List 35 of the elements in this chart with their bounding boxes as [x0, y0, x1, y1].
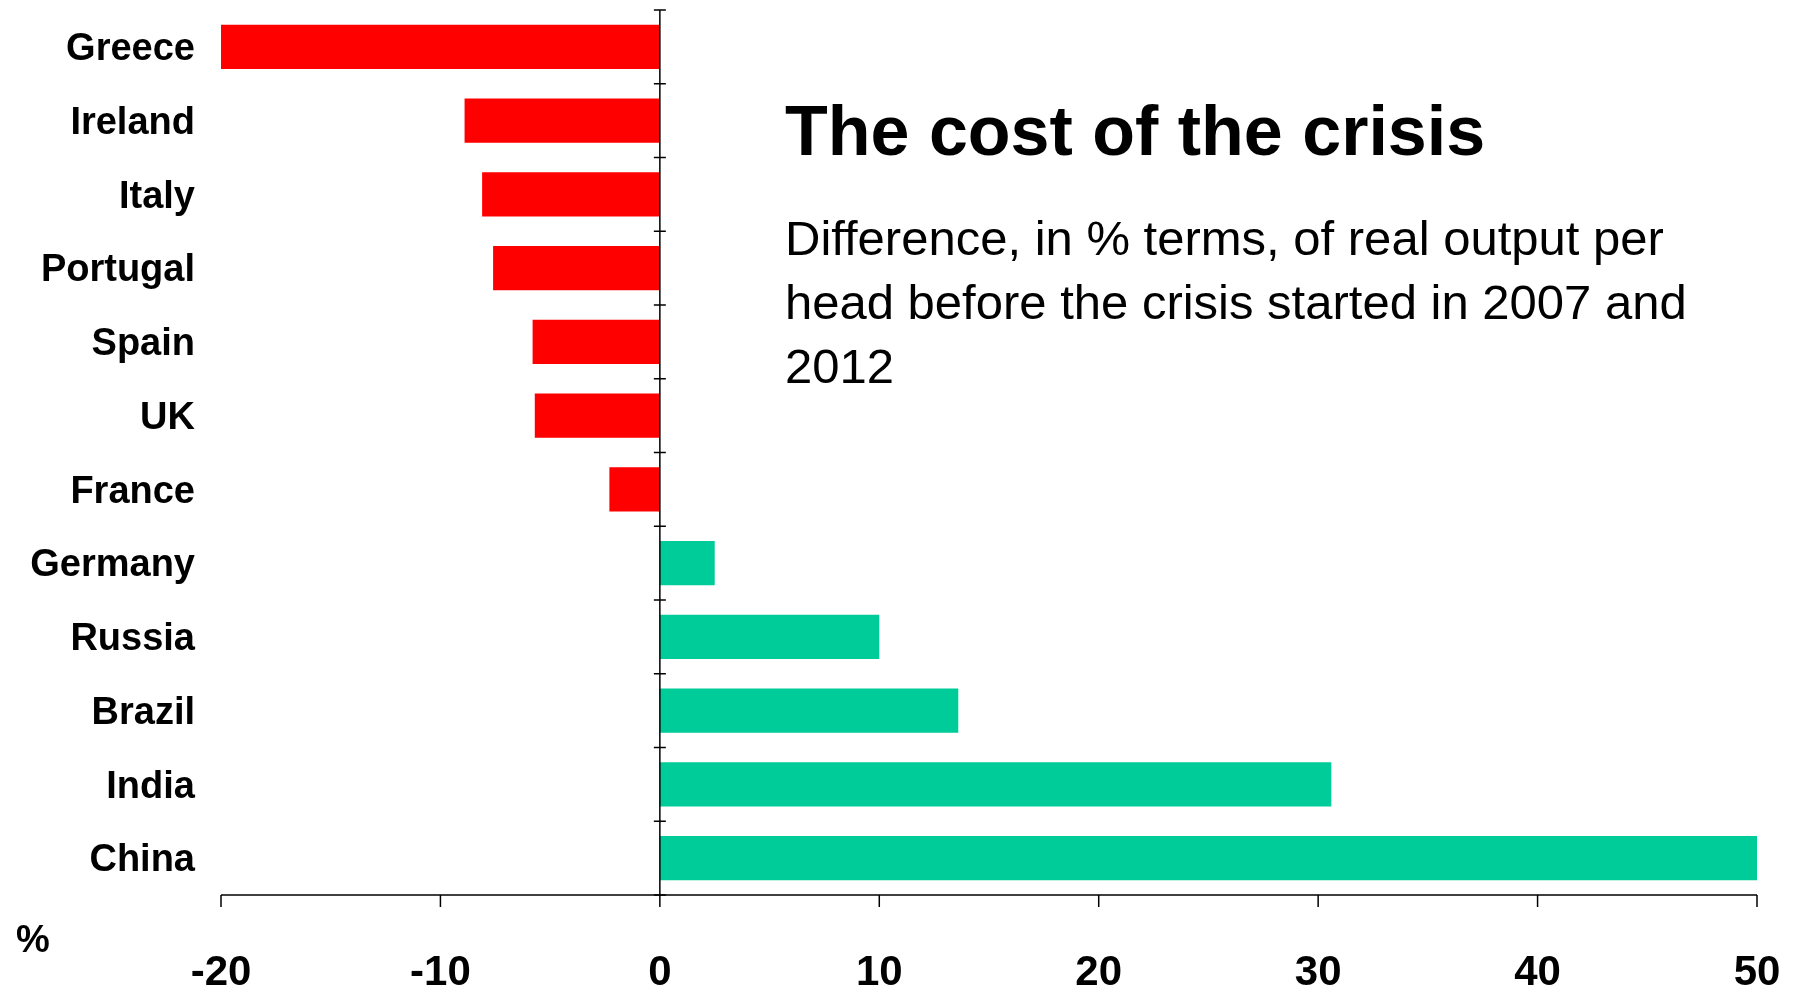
- x-tick-label: 40: [1514, 947, 1561, 991]
- bar: [532, 319, 660, 364]
- y-tick-label: India: [106, 763, 196, 806]
- y-tick-label: Italy: [118, 173, 195, 216]
- x-tick-label: 10: [855, 947, 903, 991]
- x-tick-label: -20: [190, 947, 252, 991]
- x-tick-label: 30: [1294, 947, 1342, 991]
- bar: [493, 246, 660, 291]
- y-tick-label: Greece: [66, 26, 195, 69]
- bar: [534, 393, 660, 438]
- bar: [482, 172, 660, 217]
- y-tick-label: Brazil: [91, 689, 195, 732]
- y-tick-label: China: [89, 837, 196, 880]
- x-tick-label: 50: [1733, 947, 1781, 991]
- bar: [609, 467, 660, 512]
- y-tick-label: Portugal: [40, 247, 195, 290]
- bar: [659, 762, 1332, 807]
- y-tick-label: UK: [140, 394, 196, 437]
- bar: [659, 688, 959, 733]
- x-tick-label: 20: [1075, 947, 1123, 991]
- bar: [659, 614, 880, 659]
- bar: [659, 836, 1757, 881]
- x-tick-label: -10: [410, 947, 471, 991]
- y-tick-label: France: [70, 468, 195, 511]
- y-tick-label: Spain: [91, 321, 195, 364]
- bar: [464, 98, 660, 143]
- bar: [221, 24, 660, 69]
- x-tick-label: 0: [648, 947, 672, 991]
- x-axis-title: %: [16, 918, 50, 960]
- y-tick-label: Russia: [70, 616, 196, 659]
- y-tick-label: Germany: [30, 542, 195, 585]
- bar: [659, 541, 715, 586]
- y-tick-label: Ireland: [70, 99, 195, 142]
- text: The cost of the crisis: [785, 92, 1486, 170]
- text: Difference, in % terms, of real output per head before the crisis started in 2007 and 2012: [785, 211, 1687, 393]
